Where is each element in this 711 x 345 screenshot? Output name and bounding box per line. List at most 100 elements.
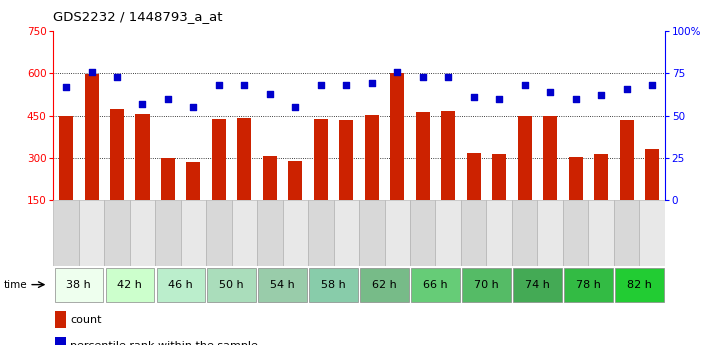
Bar: [486, 200, 512, 266]
Bar: [314, 119, 328, 242]
Bar: [594, 154, 608, 242]
Bar: [309, 268, 358, 302]
Text: GDS2232 / 1448793_a_at: GDS2232 / 1448793_a_at: [53, 10, 223, 23]
Bar: [55, 268, 103, 302]
Bar: [462, 268, 510, 302]
Point: [468, 94, 479, 100]
Point: [417, 74, 429, 79]
Bar: [563, 200, 589, 266]
Bar: [513, 268, 562, 302]
Text: 70 h: 70 h: [474, 280, 499, 289]
Bar: [156, 268, 205, 302]
Bar: [385, 200, 410, 266]
Bar: [110, 109, 124, 242]
Bar: [53, 200, 79, 266]
Point: [162, 96, 173, 101]
Text: 74 h: 74 h: [525, 280, 550, 289]
Bar: [161, 158, 175, 242]
Text: percentile rank within the sample: percentile rank within the sample: [70, 341, 258, 345]
Text: 78 h: 78 h: [576, 280, 601, 289]
Text: count: count: [70, 315, 102, 325]
Text: 38 h: 38 h: [66, 280, 91, 289]
Bar: [79, 200, 105, 266]
Bar: [416, 112, 429, 242]
Point: [621, 86, 632, 91]
Point: [137, 101, 148, 107]
Text: 50 h: 50 h: [220, 280, 244, 289]
Bar: [411, 268, 460, 302]
Point: [595, 92, 606, 98]
Text: time: time: [4, 280, 27, 289]
Bar: [258, 268, 307, 302]
Text: 42 h: 42 h: [117, 280, 142, 289]
Bar: [589, 200, 614, 266]
Bar: [435, 200, 461, 266]
Bar: [308, 200, 333, 266]
Bar: [639, 200, 665, 266]
Point: [519, 82, 530, 88]
Bar: [237, 118, 252, 242]
Bar: [339, 120, 353, 242]
Bar: [105, 268, 154, 302]
Bar: [512, 200, 538, 266]
Text: 54 h: 54 h: [270, 280, 295, 289]
Bar: [289, 161, 302, 242]
Bar: [614, 200, 639, 266]
Bar: [55, 311, 65, 328]
Bar: [518, 116, 532, 242]
Bar: [186, 162, 201, 242]
Bar: [538, 200, 563, 266]
Bar: [365, 115, 379, 242]
Point: [493, 96, 505, 101]
Point: [392, 69, 403, 75]
Point: [112, 74, 123, 79]
Point: [341, 82, 352, 88]
Bar: [105, 200, 129, 266]
Bar: [232, 200, 257, 266]
Point: [188, 104, 199, 110]
Point: [60, 84, 72, 90]
Bar: [129, 200, 155, 266]
Bar: [390, 73, 405, 242]
Bar: [619, 119, 634, 242]
Text: 82 h: 82 h: [627, 280, 652, 289]
Point: [264, 91, 276, 96]
Point: [289, 104, 301, 110]
Bar: [206, 200, 232, 266]
Text: 58 h: 58 h: [321, 280, 346, 289]
Point: [442, 74, 454, 79]
Bar: [410, 200, 435, 266]
Text: 62 h: 62 h: [372, 280, 397, 289]
Bar: [359, 200, 385, 266]
Point: [315, 82, 326, 88]
Bar: [442, 111, 455, 242]
Bar: [155, 200, 181, 266]
Bar: [208, 268, 256, 302]
Bar: [136, 114, 149, 242]
Point: [570, 96, 582, 101]
Bar: [59, 116, 73, 242]
Bar: [212, 119, 226, 242]
Bar: [492, 155, 506, 242]
Bar: [569, 157, 582, 242]
Point: [646, 82, 658, 88]
Bar: [564, 268, 613, 302]
Point: [86, 69, 97, 75]
Bar: [360, 268, 409, 302]
Bar: [263, 156, 277, 242]
Point: [239, 82, 250, 88]
Bar: [466, 153, 481, 242]
Text: 66 h: 66 h: [423, 280, 448, 289]
Bar: [85, 74, 99, 242]
Bar: [645, 149, 659, 242]
Bar: [283, 200, 308, 266]
Point: [545, 89, 556, 95]
Text: 46 h: 46 h: [169, 280, 193, 289]
Bar: [461, 200, 486, 266]
Bar: [55, 337, 65, 345]
Bar: [181, 200, 206, 266]
Point: [213, 82, 225, 88]
Bar: [333, 200, 359, 266]
Point: [366, 81, 378, 86]
Bar: [615, 268, 663, 302]
